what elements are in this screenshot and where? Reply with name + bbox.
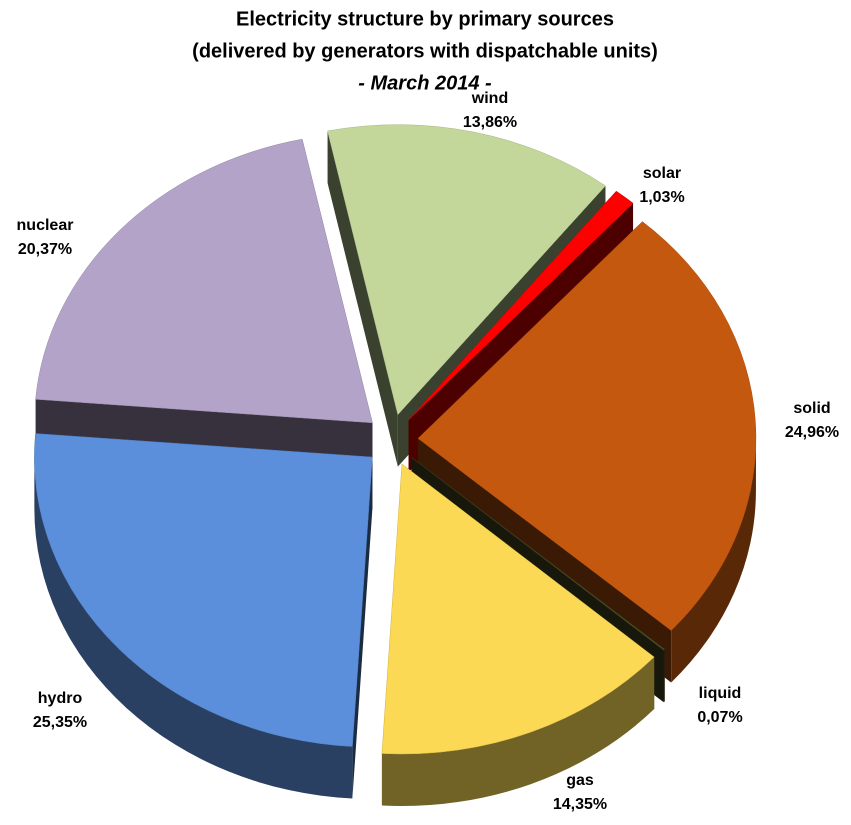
slice	[35, 138, 373, 424]
slice	[34, 433, 373, 747]
value-label: 14,35%	[553, 796, 607, 813]
slice	[408, 190, 634, 421]
slice	[417, 221, 757, 631]
chart-title: Electricity structure by primary sources	[236, 8, 614, 30]
category-label: solid	[793, 400, 830, 417]
category-label: hydro	[38, 690, 83, 707]
slice-side	[34, 457, 353, 799]
pie	[34, 124, 757, 807]
value-label: 1,03%	[639, 189, 684, 206]
value-label: 20,37%	[18, 241, 72, 258]
value-label: 13,86%	[463, 114, 517, 131]
category-label: gas	[566, 772, 594, 789]
category-label: wind	[471, 90, 508, 107]
slice-side	[663, 649, 665, 703]
slice	[411, 457, 666, 651]
value-label: 24,96%	[785, 424, 839, 441]
slice-wall	[352, 457, 373, 799]
slice-wall	[327, 130, 398, 467]
slice-side	[381, 657, 655, 807]
chart-subtitle: (delivered by generators with dispatchab…	[192, 40, 658, 62]
category-label: liquid	[699, 685, 742, 702]
value-label: 25,35%	[33, 714, 87, 731]
category-label: solar	[643, 165, 681, 182]
chart-annotation: - March 2014 -	[358, 72, 492, 94]
slice	[327, 124, 606, 416]
slice-side	[671, 438, 756, 683]
category-label: nuclear	[17, 217, 74, 234]
value-label: 0,07%	[697, 709, 742, 726]
slice	[381, 463, 655, 755]
